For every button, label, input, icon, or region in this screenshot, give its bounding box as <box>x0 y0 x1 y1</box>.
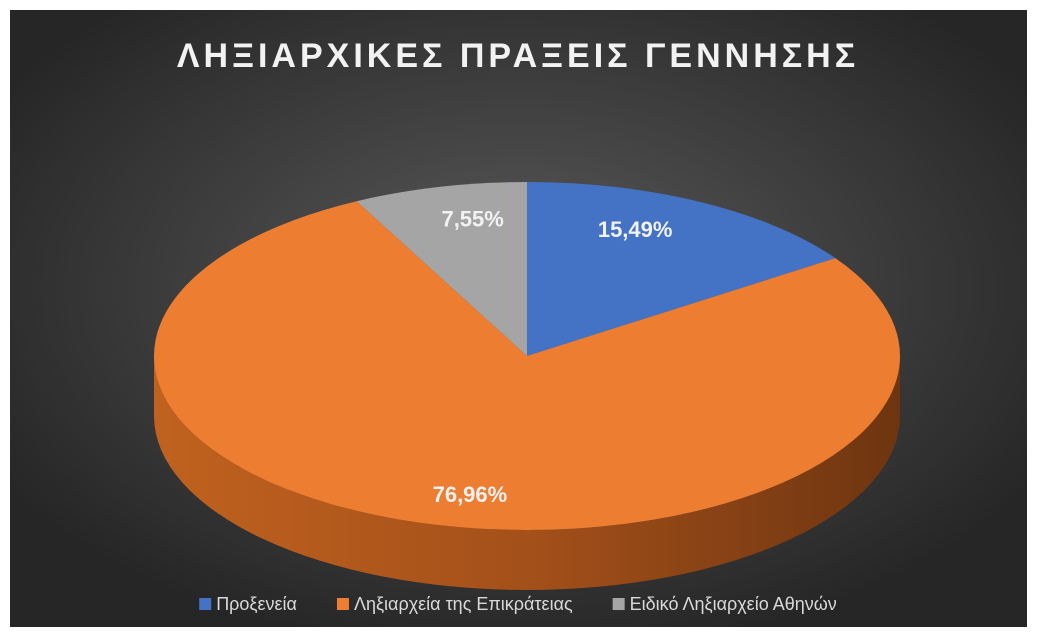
legend-swatch <box>199 598 212 610</box>
pie-slice <box>356 182 527 356</box>
chart-title: ΛΗΞΙΑΡΧΙΚΕΣ ΠΡΑΞΕΙΣ ΓΕΝΝΗΣΗΣ <box>177 37 859 75</box>
data-label: 7,55% <box>441 206 503 231</box>
pie-slice <box>527 182 836 356</box>
data-label: 15,49% <box>598 217 673 242</box>
legend-label: Προξενεία <box>216 594 297 614</box>
legend-label: Ληξιαρχεία της Επικράτειας <box>354 594 573 614</box>
pie-side <box>154 356 900 590</box>
legend-swatch <box>336 598 349 610</box>
legend-swatch <box>612 598 625 610</box>
data-label: 76,96% <box>433 482 508 507</box>
legend-label: Ειδικό Ληξιαρχείο Αθηνών <box>630 594 837 614</box>
pie-slice <box>154 201 900 530</box>
